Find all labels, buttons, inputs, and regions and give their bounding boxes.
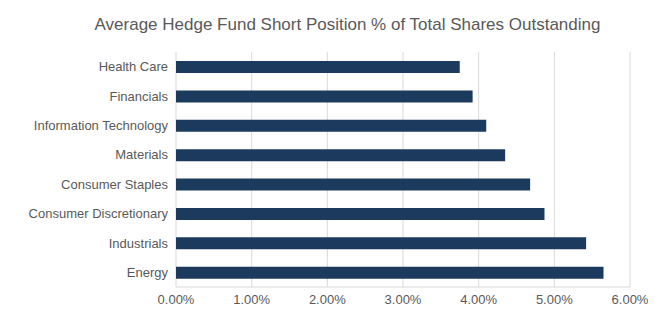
svg-text:Financials: Financials (109, 89, 168, 104)
svg-text:3.00%: 3.00% (385, 292, 422, 307)
svg-text:Energy: Energy (127, 265, 169, 280)
svg-text:5.00%: 5.00% (536, 292, 573, 307)
svg-text:Consumer Staples: Consumer Staples (61, 177, 168, 192)
svg-text:2.00%: 2.00% (309, 292, 346, 307)
svg-text:0.00%: 0.00% (158, 292, 195, 307)
svg-text:1.00%: 1.00% (233, 292, 270, 307)
svg-text:Industrials: Industrials (109, 236, 169, 251)
svg-text:Materials: Materials (115, 147, 168, 162)
svg-text:Health Care: Health Care (99, 59, 168, 74)
svg-text:Consumer Discretionary: Consumer Discretionary (29, 206, 169, 221)
svg-text:4.00%: 4.00% (460, 292, 497, 307)
html-text:Average Hedge Fund Short Posit: Average Hedge Fund Short Position % of T… (94, 15, 601, 34)
svg-text:6.00%: 6.00% (612, 292, 649, 307)
svg-text:Information Technology: Information Technology (34, 118, 169, 133)
